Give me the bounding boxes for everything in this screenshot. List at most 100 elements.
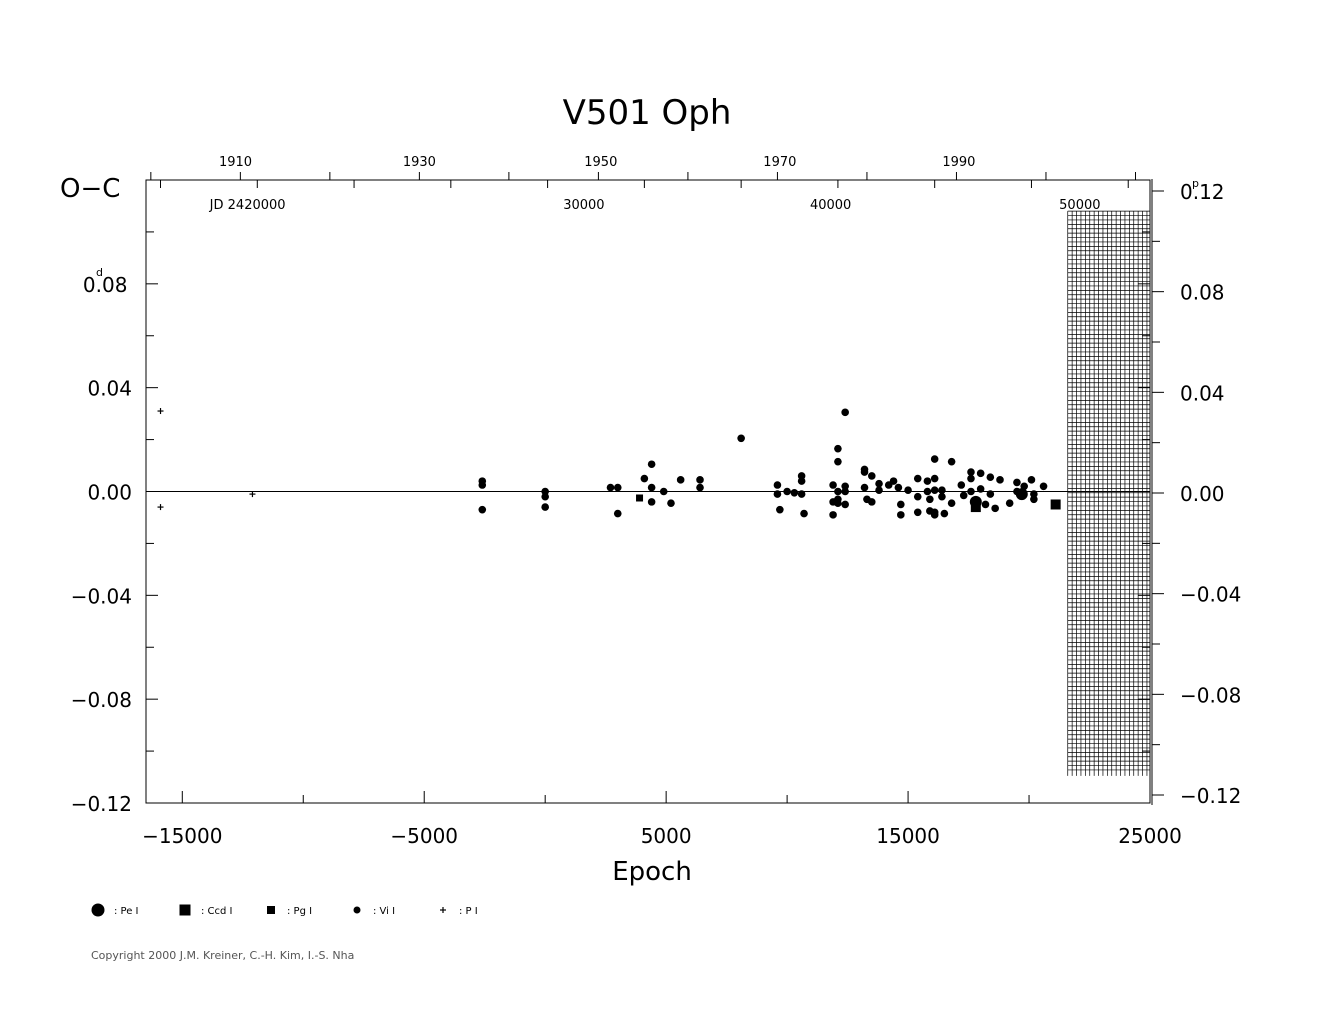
jd-tick-label: 30000 xyxy=(563,198,604,213)
jd-tick-label: JD 2420000 xyxy=(209,198,286,213)
x-tick-label: −5000 xyxy=(390,824,458,848)
data-point-vi xyxy=(647,483,656,492)
legend-marker-pe xyxy=(91,903,105,917)
data-point-vi xyxy=(667,499,675,507)
data-point-vi xyxy=(613,483,622,492)
legend-label: : P I xyxy=(459,906,478,917)
data-point-vi xyxy=(1005,499,1014,507)
data-point-vi xyxy=(841,500,849,509)
data-point-vi xyxy=(647,498,656,506)
data-point-vi xyxy=(647,460,656,469)
data-point-vi xyxy=(696,483,704,492)
year-tick-label: 1970 xyxy=(763,155,796,170)
x-tick-label: 25000 xyxy=(1118,824,1182,848)
y-top-label: 0. xyxy=(83,273,102,297)
hatched-region xyxy=(1067,210,1150,776)
data-point-vi xyxy=(957,481,966,489)
data-point-vi xyxy=(904,486,912,495)
data-point-vi xyxy=(875,479,883,488)
data-point-vi xyxy=(897,511,905,519)
data-point-vi xyxy=(996,476,1004,484)
data-point-vi xyxy=(676,476,685,484)
data-point-vi xyxy=(829,481,837,489)
data-point-vi xyxy=(1030,495,1038,504)
legend-marker-pg xyxy=(267,906,275,914)
legend-label: : Vi I xyxy=(373,906,395,917)
data-point-vi xyxy=(797,472,806,480)
data-point-vi xyxy=(834,499,842,507)
right-tick-label: −0.12 xyxy=(1180,784,1241,808)
tick-labels: −15000 −5000 5000 15000 25000 08 0.04 0.00 −0.04… xyxy=(71,155,1242,848)
data-point-vi xyxy=(834,457,842,466)
jd-tick-label: 50000 xyxy=(1059,198,1100,213)
data-point-pg xyxy=(636,494,644,502)
x-tick-label: 15000 xyxy=(876,824,940,848)
year-tick-label: 1950 xyxy=(584,155,617,170)
data-point-vi xyxy=(913,508,922,517)
data-point-vi xyxy=(1039,482,1048,491)
copyright-note: Copyright 2000 J.M. Kreiner, C.-H. Kim, … xyxy=(91,949,355,962)
right-tick-label: 0.08 xyxy=(1180,281,1225,305)
data-point-vi xyxy=(478,481,487,489)
data-point-vi xyxy=(894,483,903,492)
x-axis-label: Epoch xyxy=(612,857,692,887)
data-point-vi xyxy=(1020,482,1028,491)
y-tick-label: 0.00 xyxy=(87,481,132,505)
data-point-vi xyxy=(875,486,883,495)
year-tick-label: 1990 xyxy=(942,155,975,170)
data-points xyxy=(157,408,1061,519)
data-point-vi xyxy=(923,477,932,485)
data-point-vi xyxy=(926,495,934,504)
data-point-pe xyxy=(969,495,982,508)
right-unit-label: p xyxy=(1192,177,1199,190)
y-tick-label: −0.12 xyxy=(71,792,132,816)
right-tick-label: 0.00 xyxy=(1180,482,1225,506)
data-point-vi xyxy=(776,505,784,514)
data-point-vi xyxy=(478,505,487,514)
data-point-vi xyxy=(930,511,939,519)
data-point-vi xyxy=(959,491,968,500)
data-point-vi xyxy=(923,487,932,496)
data-point-vi xyxy=(938,492,946,501)
data-point-vi xyxy=(976,485,985,493)
data-point-vi xyxy=(800,509,808,518)
right-tick-label: −0.04 xyxy=(1180,583,1241,607)
data-point-vi xyxy=(947,499,956,507)
legend-label: : Ccd I xyxy=(201,906,233,917)
right-tick-label: 0.12 xyxy=(1180,180,1225,204)
data-point-vi xyxy=(841,408,849,417)
legend-marker-ccd xyxy=(179,904,191,916)
data-point-vi xyxy=(737,434,745,443)
data-point-vi xyxy=(797,477,806,485)
data-point-vi xyxy=(940,509,949,518)
data-point-vi xyxy=(889,477,898,485)
right-tick-label: 0.04 xyxy=(1180,381,1225,405)
data-point-vi xyxy=(841,482,849,491)
data-point-vi xyxy=(967,468,975,476)
data-point-vi xyxy=(834,444,842,453)
data-point-vi xyxy=(640,474,649,483)
data-point-vi xyxy=(1030,490,1038,498)
chart-title: V501 Oph xyxy=(563,93,732,133)
data-point-vi xyxy=(841,487,849,496)
data-point-vi xyxy=(913,492,922,501)
data-point-vi xyxy=(783,487,791,496)
data-point-vi xyxy=(797,490,806,498)
data-point-vi xyxy=(986,473,995,482)
y-axis-label: O−C xyxy=(60,174,120,204)
legend-marker-vi xyxy=(353,906,361,914)
jd-tick-label: 40000 xyxy=(810,198,851,213)
data-point-vi xyxy=(1027,476,1036,484)
right-tick-label: −0.08 xyxy=(1180,683,1241,707)
data-point-vi xyxy=(867,472,876,480)
data-point-vi xyxy=(541,503,549,511)
data-point-vi xyxy=(930,486,939,495)
data-point-vi xyxy=(976,469,985,478)
data-point-vi xyxy=(860,483,869,492)
y-tick-label: −0.04 xyxy=(71,584,132,608)
legend-label: : Pe I xyxy=(114,906,139,917)
year-tick-label: 1910 xyxy=(219,155,252,170)
data-point-vi xyxy=(867,498,876,506)
data-point-p xyxy=(249,491,256,498)
